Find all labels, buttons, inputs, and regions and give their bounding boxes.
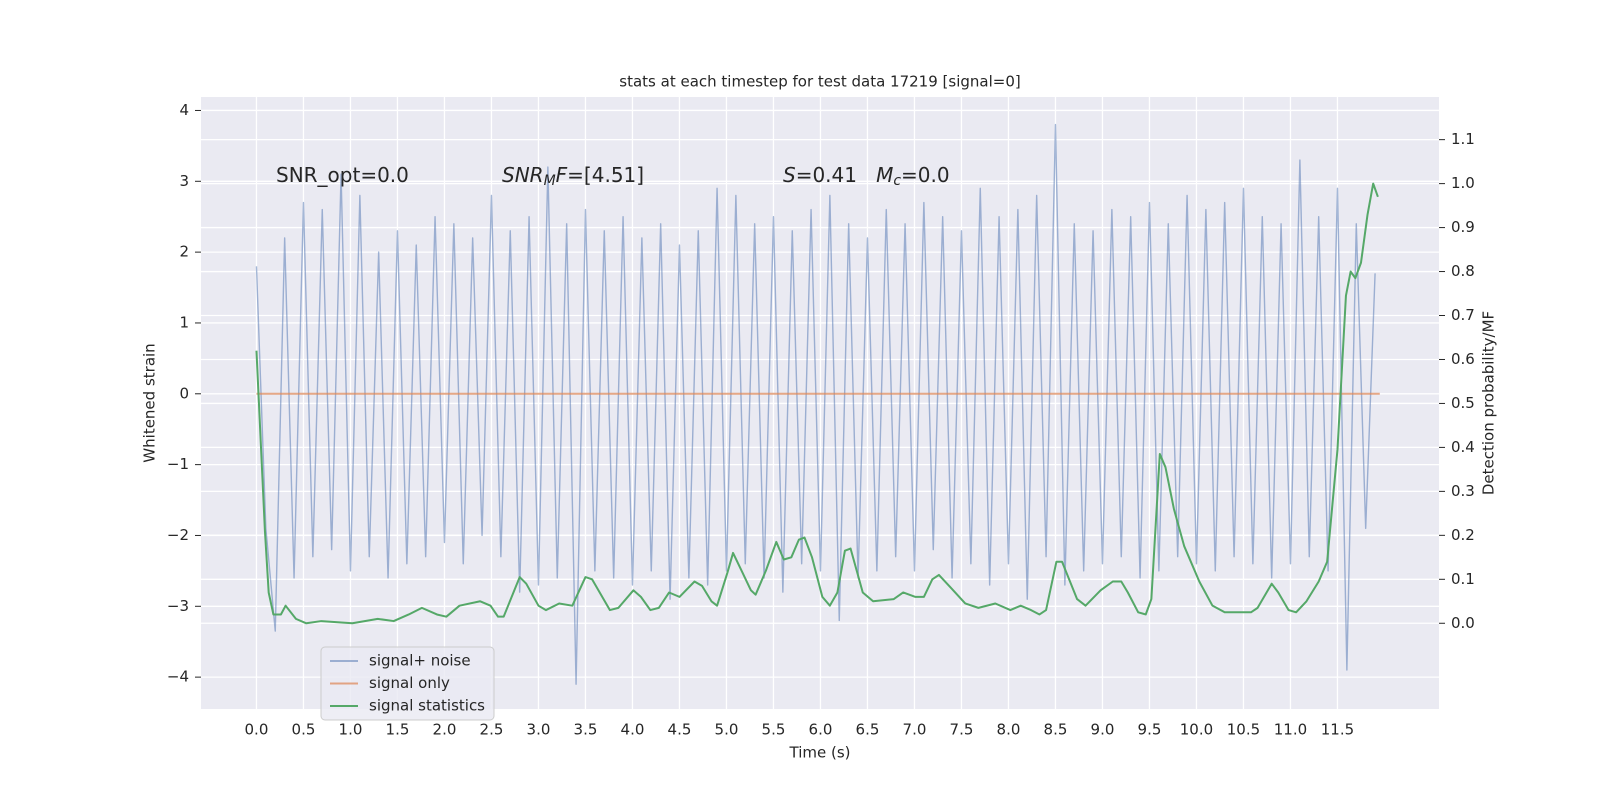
y2-tick-label: 0.8 — [1451, 262, 1475, 280]
y2-axis-label: Detection probability/MF — [1480, 311, 1498, 495]
x-tick-label: 9.5 — [1138, 721, 1162, 739]
x-tick-label: 2.0 — [433, 721, 457, 739]
legend-box — [320, 646, 495, 721]
annotation: SNR_opt=0.0 — [276, 163, 409, 187]
y2-tick-label: 0.3 — [1451, 482, 1475, 500]
x-tick-label: 9.0 — [1091, 721, 1115, 739]
legend-label: signal only — [369, 674, 450, 692]
annotation-part: =[4.51] — [567, 163, 644, 187]
annotation-part: M — [876, 163, 893, 187]
y2-tick-label: 0.7 — [1451, 306, 1475, 324]
x-tick-label: 4.5 — [668, 721, 692, 739]
x-tick-label: 0.0 — [245, 721, 269, 739]
y-tick-label: 1 — [179, 313, 189, 331]
y-tick-label: −2 — [167, 526, 189, 544]
x-tick-label: 1.0 — [339, 721, 363, 739]
y2-tick-label: 0.9 — [1451, 218, 1475, 236]
chart-title: stats at each timestep for test data 172… — [619, 73, 1020, 91]
x-tick-label: 7.0 — [903, 721, 927, 739]
annotation-part: =0.0 — [901, 163, 950, 187]
annotation-part: c — [893, 173, 901, 189]
x-tick-label: 6.0 — [809, 721, 833, 739]
annotation: S=0.41 Mc=0.0 — [783, 163, 950, 190]
x-tick-label: 1.5 — [386, 721, 410, 739]
y-tick-label: 3 — [179, 172, 189, 190]
marks — [255, 123, 1380, 685]
x-tick-label: 5.5 — [762, 721, 786, 739]
annotation-part: F — [556, 163, 568, 187]
y-tick-label: −1 — [167, 455, 189, 473]
x-tick-label: 3.0 — [527, 721, 551, 739]
x-axis-label: Time (s) — [789, 744, 851, 762]
y-axis-label: Whitened strain — [141, 343, 159, 462]
x-tick-label: 8.0 — [997, 721, 1021, 739]
labels: 0.0 0.5 1.0 1.5 2.0 2.5 3.0 3.5 4.0 4.5 5.0 5.5 6.0 6… — [167, 101, 1475, 739]
y-tick-label: −3 — [167, 597, 189, 615]
annotation-part: SNR_opt=0.0 — [276, 163, 409, 187]
x-tick-label: 10.5 — [1227, 721, 1260, 739]
legend: signal+ noise signal only signal statistic… — [320, 646, 495, 721]
y2-tick-label: 1.1 — [1451, 130, 1475, 148]
y2-tick-label: 0.0 — [1451, 614, 1475, 632]
y2-tick-label: 0.2 — [1451, 526, 1475, 544]
series-line — [255, 123, 1376, 685]
y-tick-label: 4 — [179, 101, 189, 119]
annotation: SNRMF=[4.51] — [502, 163, 644, 190]
series-line — [255, 182, 1379, 625]
annotation-part: M — [544, 173, 556, 189]
x-tick-label: 4.0 — [621, 721, 645, 739]
x-tick-label: 7.5 — [950, 721, 974, 739]
legend-label: signal+ noise — [369, 652, 471, 670]
y2-tick-label: 0.1 — [1451, 570, 1475, 588]
x-tick-label: 11.5 — [1321, 721, 1354, 739]
annotation-part: S — [783, 163, 796, 187]
y2-tick-label: 1.0 — [1451, 174, 1475, 192]
x-tick-label: 11.0 — [1274, 721, 1307, 739]
x-tick-label: 8.5 — [1044, 721, 1068, 739]
x-tick-label: 3.5 — [574, 721, 598, 739]
y-tick-label: 0 — [179, 384, 189, 402]
x-tick-label: 0.5 — [292, 721, 316, 739]
y2-tick-label: 0.4 — [1451, 438, 1475, 456]
x-tick-label: 10.0 — [1180, 721, 1213, 739]
x-tick-label: 2.5 — [480, 721, 504, 739]
x-tick-label: 6.5 — [856, 721, 880, 739]
annotation-part: SNR — [502, 163, 544, 187]
x-tick-label: 5.0 — [715, 721, 739, 739]
y-tick-label: −4 — [167, 668, 189, 686]
y-tick-label: 2 — [179, 243, 189, 261]
annotation-part: =0.41 — [796, 163, 876, 187]
y2-tick-label: 0.5 — [1451, 394, 1475, 412]
y2-tick-label: 0.6 — [1451, 350, 1475, 368]
legend-label: signal statistics — [369, 697, 485, 715]
